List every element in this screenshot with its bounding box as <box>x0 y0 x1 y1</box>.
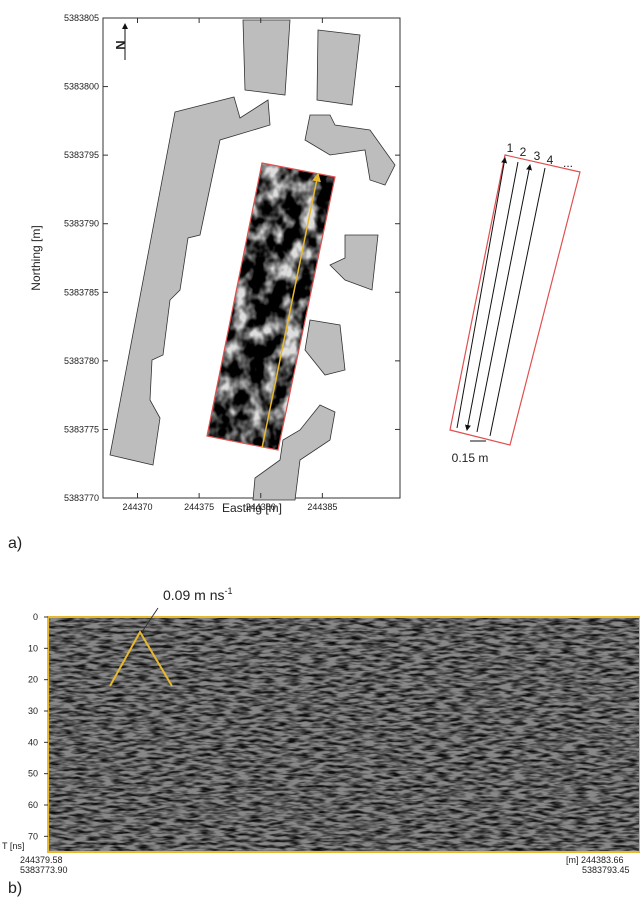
radargram-frame <box>47 616 640 853</box>
y-tick-label: 40 <box>28 737 38 747</box>
y-tick-label: 5383780 <box>64 356 99 366</box>
profile-lines <box>456 157 546 442</box>
radargram-texture <box>48 617 640 852</box>
velocity-value: 0.09 m ns <box>163 587 224 603</box>
north-arrow: N <box>113 23 128 60</box>
velocity-exponent: -1 <box>224 586 232 596</box>
y-tick-label: 5383770 <box>64 493 99 503</box>
x-tick-label: 244370 <box>122 502 152 512</box>
y-tick-label: 50 <box>28 769 38 779</box>
y-tick-label: 5383785 <box>64 287 99 297</box>
velocity-label: 0.09 m ns-1 <box>163 586 233 603</box>
profile-label: ... <box>563 156 573 170</box>
end-easting: [m] 244383.66 <box>566 855 624 865</box>
buildings <box>109 19 396 501</box>
profile-label: 1 <box>507 141 514 155</box>
y-tick-label: 70 <box>28 831 38 841</box>
x-tick-label: 244380 <box>246 502 276 512</box>
survey-area <box>206 162 336 451</box>
y-tick-label: 5383790 <box>64 219 99 229</box>
y-tick-label: 5383800 <box>64 82 99 92</box>
y-tick-label: 20 <box>28 675 38 685</box>
time-axis-label: T [ns] <box>2 841 24 851</box>
y-tick-label: 10 <box>28 643 38 653</box>
north-label: N <box>113 40 128 49</box>
survey-scheme <box>449 154 581 446</box>
panel-label: a) <box>8 535 22 552</box>
profile-label: 3 <box>534 149 541 163</box>
annotation-leader <box>141 607 159 633</box>
x-tick-label: 244375 <box>184 502 214 512</box>
y-tick-label: 0 <box>33 612 38 622</box>
y-axis-label: Northing [m] <box>29 225 43 290</box>
x-axis-label: Easting [m] <box>222 501 282 515</box>
x-tick-label: 244385 <box>307 502 337 512</box>
profile-label: 2 <box>520 145 527 159</box>
y-tick-label: 5383775 <box>64 424 99 434</box>
spacing-label: 0.15 m <box>452 451 489 465</box>
y-tick-label: 30 <box>28 706 38 716</box>
panel-label: b) <box>8 880 22 897</box>
end-northing: 5383793.45 <box>582 865 630 875</box>
start-northing: 5383773.90 <box>20 865 68 875</box>
y-tick-label: 60 <box>28 800 38 810</box>
profile-label: 4 <box>547 153 554 167</box>
y-tick-label: 5383795 <box>64 150 99 160</box>
start-easting: 244379.58 <box>20 855 63 865</box>
profile-line <box>261 172 321 449</box>
y-tick-label: 5383805 <box>64 13 99 23</box>
hyperbola-fit <box>109 629 173 687</box>
